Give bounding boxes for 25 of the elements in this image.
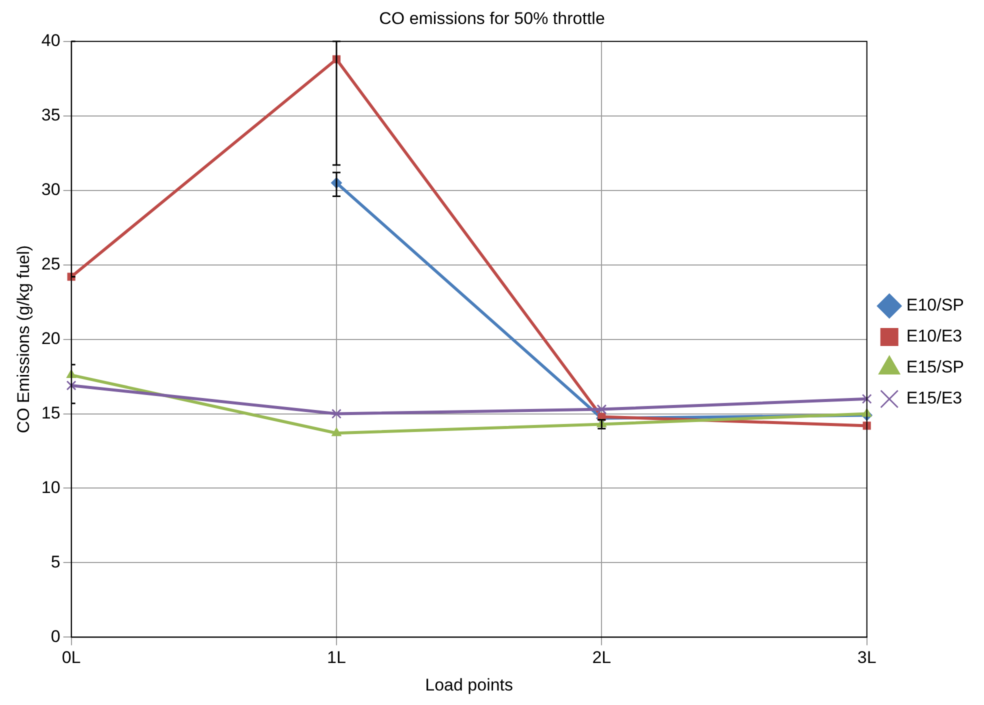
- point: [332, 428, 342, 436]
- y-tick-label: 5: [50, 552, 60, 572]
- y-tick-label: 20: [41, 328, 60, 348]
- chart-title: CO emissions for 50% throttle: [379, 8, 605, 28]
- x-tick-label: 2L: [592, 648, 612, 668]
- y-tick-label: 0: [50, 626, 60, 646]
- point: [66, 380, 76, 390]
- y-tick-label: 25: [41, 254, 60, 274]
- legend-label: E15/E3: [906, 388, 962, 408]
- x-tick-label: 1L: [327, 648, 346, 668]
- x-tick-label: 3L: [857, 648, 876, 668]
- x-tick-label: 0L: [62, 648, 81, 668]
- point: [862, 394, 872, 404]
- y-tick-label: 10: [41, 478, 60, 497]
- y-tick-label: 35: [41, 106, 60, 125]
- y-tick-label: 15: [41, 403, 60, 422]
- point: [331, 408, 342, 419]
- x-axis-title: Load points: [425, 675, 514, 694]
- legend-label: E10/SP: [906, 296, 964, 315]
- y-axis-title: CO Emissions (g/kg fuel): [14, 245, 33, 434]
- legend-label: E15/SP: [906, 358, 964, 377]
- point: [596, 404, 607, 414]
- legend-label: E10/E3: [906, 326, 962, 346]
- y-tick-label: 40: [41, 31, 60, 50]
- y-tick-label: 30: [41, 180, 60, 200]
